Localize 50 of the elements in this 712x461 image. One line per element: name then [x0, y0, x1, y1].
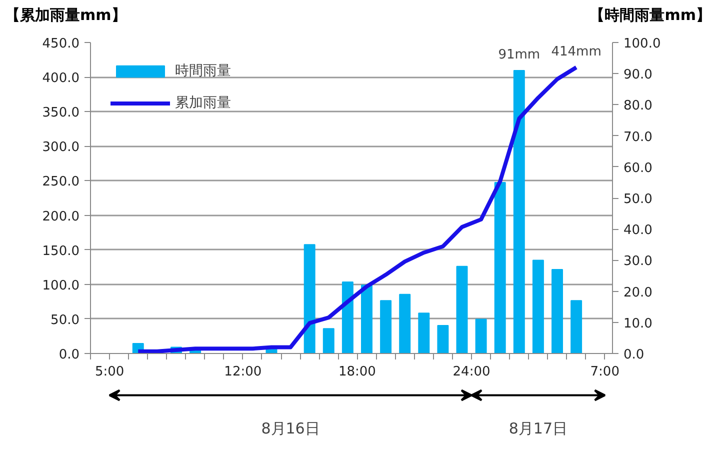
bar [322, 328, 334, 354]
y2-tick-label: 100.0 [624, 36, 661, 52]
bar [532, 260, 544, 354]
y-tick-label: 300.0 [42, 140, 80, 156]
y-tick-label: 150.0 [42, 244, 80, 259]
y-tick-label: 250.0 [42, 174, 80, 190]
y-tick-label: 350.0 [42, 106, 80, 121]
bar [342, 281, 354, 354]
y2-tick-label: 80.0 [624, 98, 652, 114]
line-series [136, 65, 578, 354]
y-tick-label: 50.0 [50, 312, 80, 328]
x-tick-label: 24:00 [452, 364, 490, 380]
bar [570, 300, 582, 354]
y2-tick-label: 60.0 [624, 160, 652, 176]
y-axis-title: 【累加雨量mm】 [5, 5, 126, 26]
bar [552, 269, 563, 354]
x-tick-label: 5:00 [94, 364, 124, 380]
text: 8月16日 [261, 420, 320, 438]
y2-tick-label: 90.0 [624, 68, 652, 83]
bar [361, 284, 372, 354]
bar [437, 325, 449, 354]
bar [304, 244, 316, 354]
text: 8月17日 [508, 420, 568, 438]
x-tick-label: 18:00 [338, 364, 376, 380]
data-label: 414mm [551, 44, 602, 60]
y2-tick-label: 10.0 [624, 316, 652, 332]
y2-tick-label: 20.0 [624, 285, 652, 300]
y2-tick-label: 40.0 [624, 223, 652, 238]
bar [475, 318, 487, 354]
y2-tick-label: 30.0 [624, 254, 652, 270]
x-tick-label: 7:00 [590, 364, 620, 380]
y2-tick-label: 0.0 [624, 348, 644, 362]
y-tick-label: 450.0 [42, 36, 80, 52]
y-tick-label: 200.0 [42, 209, 80, 224]
y2-tick-label: 70.0 [624, 130, 652, 145]
y2-tick-label: 50.0 [624, 192, 652, 207]
data-label: 91mm [498, 47, 540, 62]
bar [418, 312, 430, 354]
y-tick-label: 0.0 [58, 348, 80, 362]
legend-label: 累加雨量 [175, 94, 231, 112]
y2-axis-title: 【時間雨量mm】 [590, 5, 711, 26]
y-tick-label: 400.0 [42, 71, 80, 86]
bar [513, 70, 525, 354]
bar [380, 300, 392, 354]
y-tick-label: 100.0 [42, 278, 80, 294]
bar [494, 182, 506, 354]
x-tick-label: 12:00 [224, 364, 262, 380]
bar [399, 294, 411, 354]
legend-label: 時間雨量 [175, 62, 231, 80]
bar [456, 266, 468, 354]
